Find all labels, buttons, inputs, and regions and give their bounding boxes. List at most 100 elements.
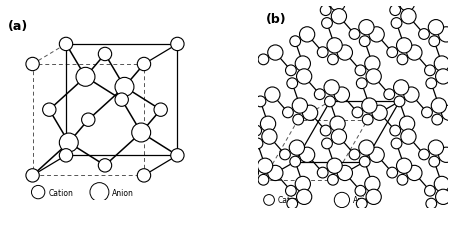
Circle shape [171,38,184,52]
Circle shape [171,149,184,162]
Circle shape [432,115,443,125]
Circle shape [285,66,296,76]
Circle shape [407,166,422,181]
Circle shape [438,148,454,163]
Circle shape [337,46,353,61]
Circle shape [317,167,328,178]
Circle shape [407,46,422,61]
Circle shape [366,189,381,205]
Circle shape [59,38,73,52]
Circle shape [98,159,112,172]
Circle shape [115,78,134,97]
Circle shape [400,117,415,132]
Circle shape [441,106,457,121]
Circle shape [115,94,128,107]
Circle shape [390,6,401,16]
Circle shape [334,88,349,103]
Circle shape [356,198,367,209]
Text: Anion: Anion [112,188,134,197]
Circle shape [426,198,437,209]
Circle shape [401,129,416,145]
Circle shape [292,98,308,114]
Circle shape [369,28,384,43]
Circle shape [425,185,435,196]
Circle shape [328,175,338,185]
Circle shape [349,149,360,160]
Circle shape [297,70,312,85]
Circle shape [76,68,95,87]
Circle shape [295,57,310,72]
Circle shape [355,66,366,76]
Circle shape [258,55,269,65]
Circle shape [438,28,454,43]
Circle shape [369,148,384,163]
Circle shape [428,21,444,36]
Circle shape [285,185,296,196]
Circle shape [59,149,73,162]
Circle shape [426,79,437,89]
Circle shape [300,28,315,43]
Circle shape [397,158,412,174]
Circle shape [137,58,151,71]
Circle shape [295,176,310,192]
Circle shape [362,115,373,125]
Circle shape [365,57,380,72]
Circle shape [26,58,39,71]
Circle shape [425,66,435,76]
Circle shape [322,18,332,29]
Circle shape [43,103,56,117]
Circle shape [262,129,277,145]
Circle shape [356,79,367,89]
Circle shape [154,103,167,117]
Circle shape [260,117,276,132]
Circle shape [337,166,353,181]
Circle shape [287,198,298,209]
Circle shape [283,108,293,118]
Circle shape [258,175,269,185]
Circle shape [264,195,274,205]
Circle shape [132,124,151,142]
Circle shape [297,189,312,205]
Circle shape [400,0,415,12]
Circle shape [330,0,345,12]
Circle shape [352,108,363,118]
Circle shape [248,167,258,178]
Circle shape [300,148,315,163]
Circle shape [334,192,349,208]
Circle shape [359,140,374,155]
Text: Anion: Anion [353,196,375,205]
Circle shape [359,157,370,167]
Circle shape [429,157,440,167]
Circle shape [328,55,338,65]
Circle shape [257,158,273,174]
Circle shape [428,140,444,155]
Circle shape [387,167,398,178]
Circle shape [330,117,345,132]
Circle shape [320,126,331,136]
Circle shape [137,169,151,182]
Circle shape [59,134,78,152]
Circle shape [384,89,395,100]
Circle shape [280,149,291,160]
Circle shape [327,39,342,54]
Circle shape [325,97,336,107]
Circle shape [394,97,405,107]
Text: Cation: Cation [278,196,303,205]
Circle shape [359,37,370,47]
Circle shape [90,183,109,202]
Circle shape [404,88,419,103]
Circle shape [331,9,346,25]
Circle shape [436,70,451,85]
Circle shape [359,21,374,36]
Circle shape [322,138,332,149]
Circle shape [366,70,381,85]
Circle shape [251,126,262,136]
Circle shape [393,80,409,96]
Circle shape [362,98,377,114]
Circle shape [419,30,429,40]
Circle shape [349,30,360,40]
Circle shape [98,48,112,61]
Circle shape [355,185,366,196]
Circle shape [429,37,440,47]
Text: (b): (b) [265,12,286,25]
